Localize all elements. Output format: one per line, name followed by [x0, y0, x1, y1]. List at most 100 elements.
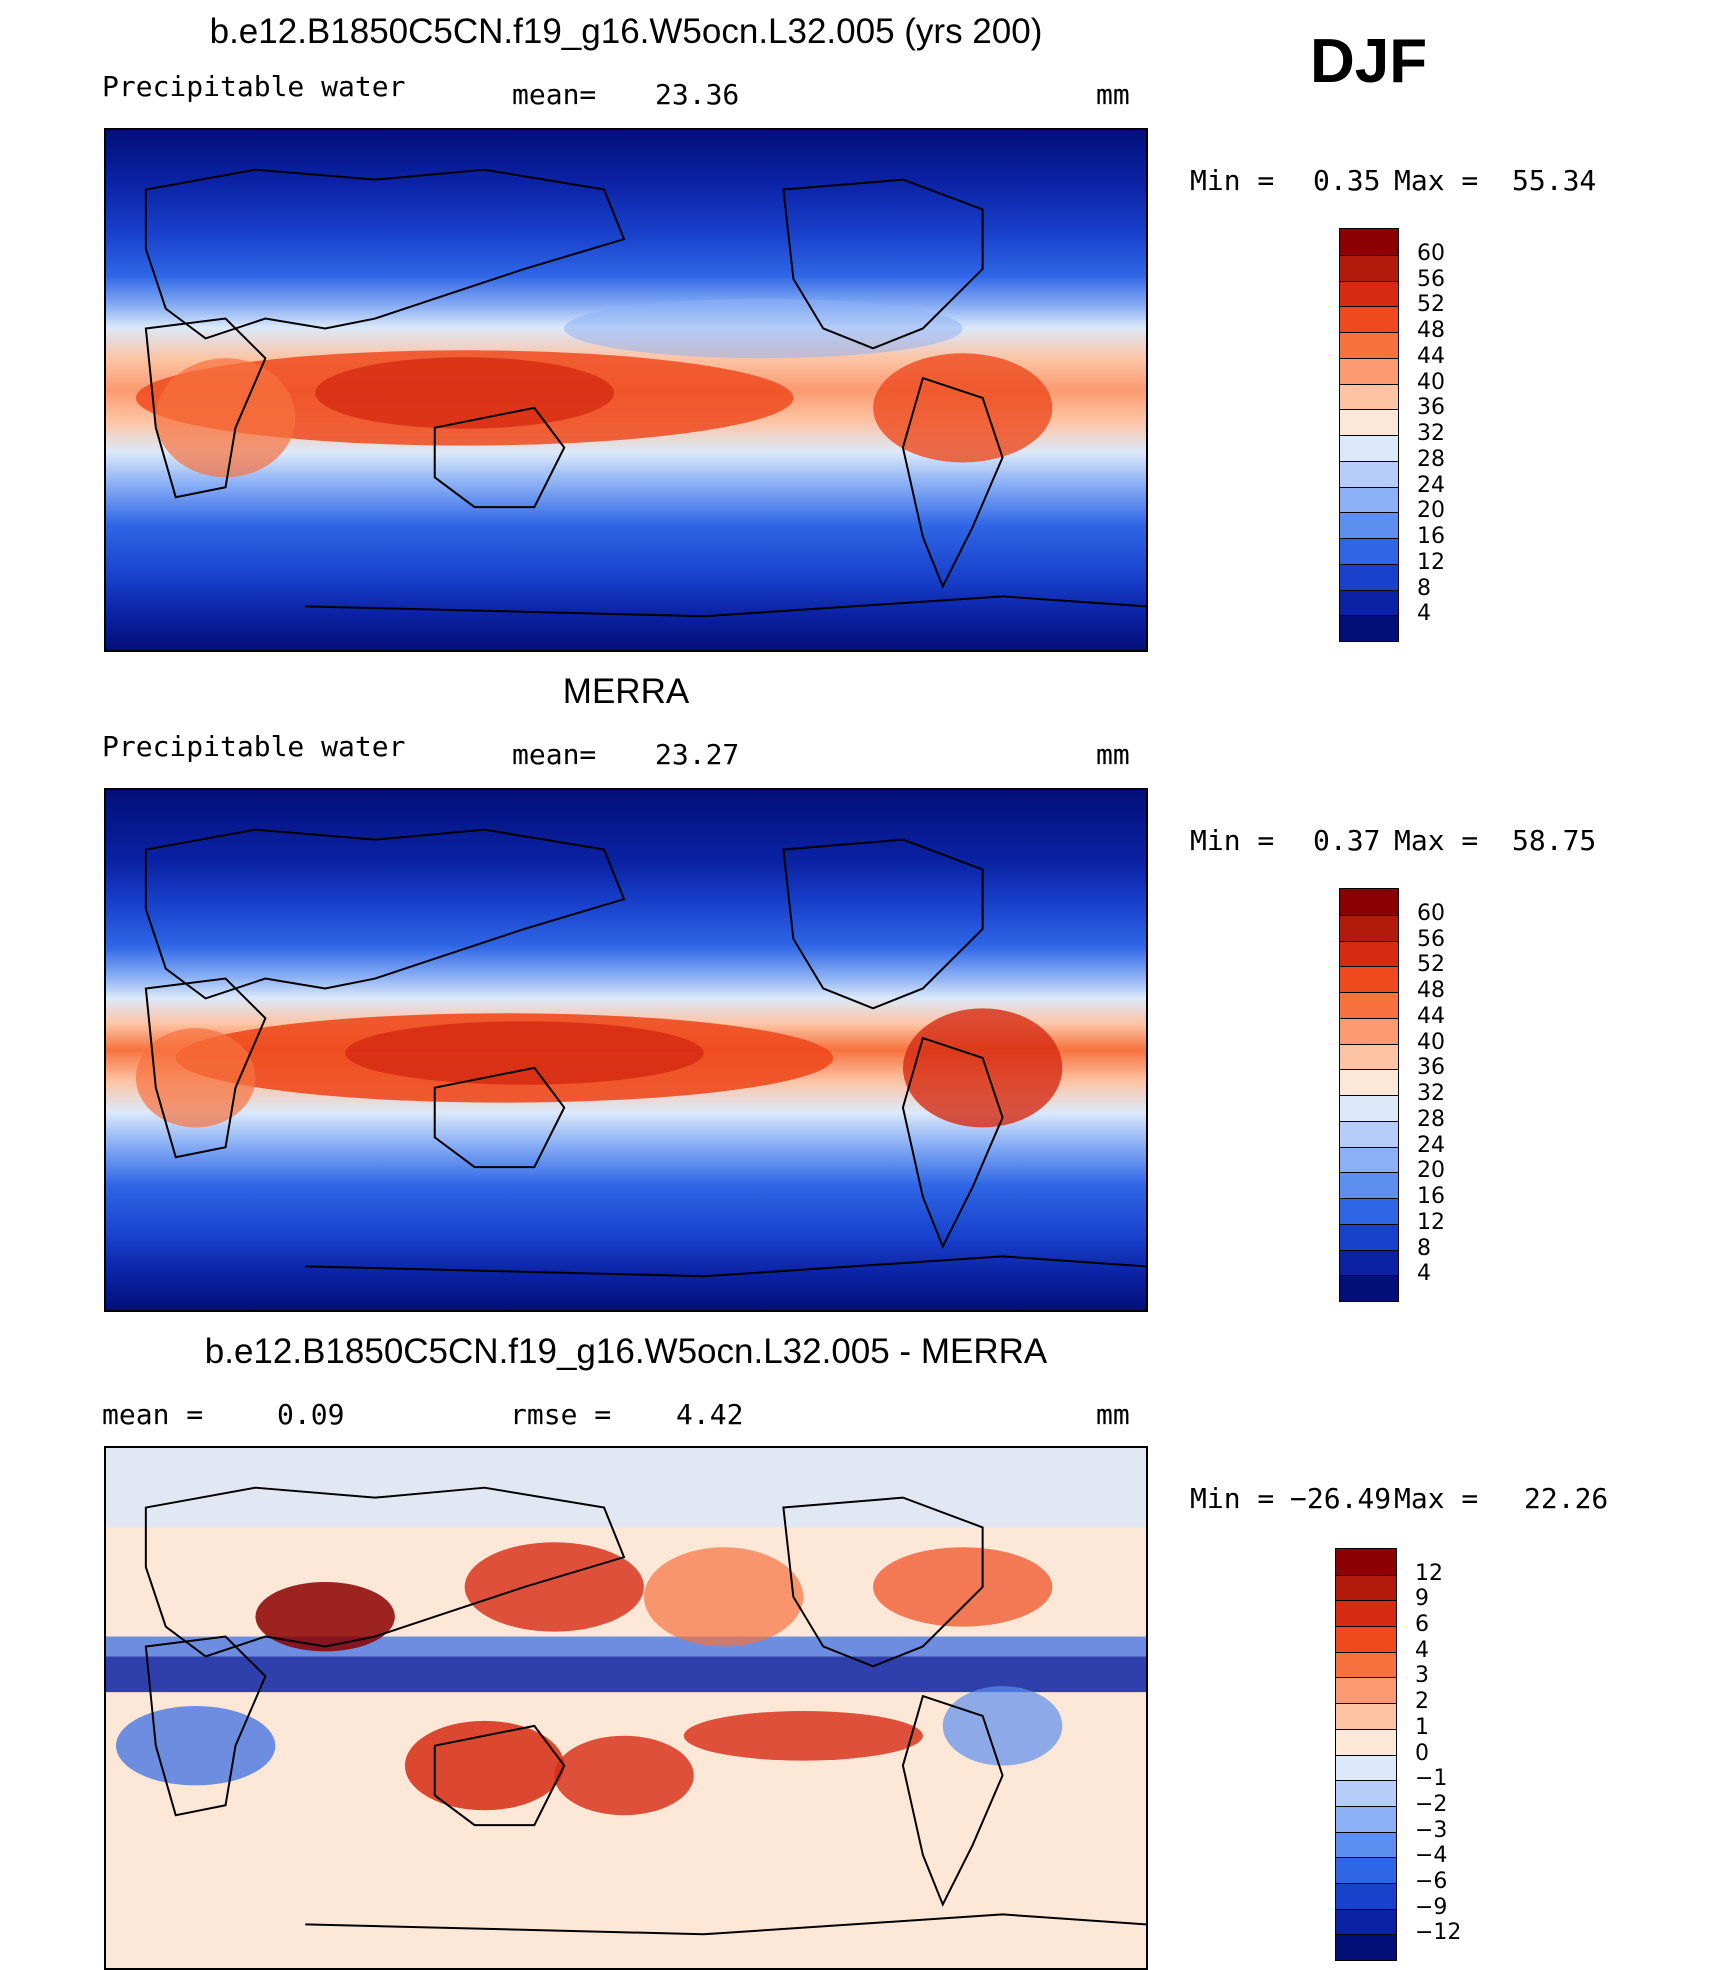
colorbar-swatch	[1340, 1249, 1398, 1276]
colorbar-swatch	[1336, 1831, 1396, 1858]
colorbar-swatch	[1336, 1728, 1396, 1755]
panel-model-colorbar	[1339, 228, 1399, 642]
panel-obs-mean-value: 23.27	[655, 738, 740, 771]
panel-model-mean-label: mean=	[512, 78, 597, 111]
colorbar-swatch	[1340, 992, 1398, 1018]
colorbar-swatch	[1340, 1017, 1398, 1044]
colorbar-swatch	[1336, 1703, 1396, 1729]
colorbar-tick-label: 24	[1417, 472, 1445, 498]
colorbar-swatch	[1340, 538, 1398, 564]
panel-obs-max-value: 58.75	[1512, 824, 1597, 857]
colorbar-tick-label: 4	[1415, 1637, 1429, 1663]
panel-diff-max-value: 22.26	[1524, 1482, 1609, 1515]
colorbar-tick-label: −1	[1415, 1766, 1448, 1792]
colorbar-tick-label: 8	[1417, 1235, 1431, 1261]
panel-model-max-label: Max =	[1394, 164, 1479, 197]
colorbar-tick-label: 56	[1417, 266, 1445, 292]
season-label: DJF	[1310, 27, 1428, 96]
panel-model-min-value: 0.35	[1313, 164, 1381, 197]
colorbar-swatch	[1340, 486, 1398, 513]
panel-diff-unit: mm	[1096, 1398, 1130, 1431]
panel-obs-variable-label: Precipitable water	[102, 730, 406, 763]
colorbar-swatch	[1336, 1651, 1396, 1678]
colorbar-tick-label: 3	[1415, 1663, 1429, 1689]
colorbar-swatch	[1336, 1754, 1396, 1781]
colorbar-swatch	[1336, 1626, 1396, 1652]
colorbar-swatch	[1340, 435, 1398, 461]
panel-obs-map	[104, 788, 1148, 1312]
colorbar-swatch	[1336, 1805, 1396, 1832]
colorbar-tick-label: 56	[1417, 926, 1445, 952]
colorbar-swatch	[1340, 615, 1398, 641]
panel-diff-rmse-label: rmse =	[510, 1398, 612, 1431]
colorbar-swatch	[1340, 460, 1398, 487]
colorbar-tick-label: 60	[1417, 240, 1445, 266]
colorbar-tick-label: 28	[1417, 446, 1445, 472]
colorbar-tick-label: 12	[1417, 1209, 1445, 1235]
colorbar-tick-label: 9	[1415, 1586, 1429, 1612]
colorbar-swatch	[1340, 589, 1398, 616]
panel-diff-map	[104, 1446, 1148, 1970]
colorbar-swatch	[1340, 280, 1398, 307]
colorbar-swatch	[1340, 409, 1398, 435]
colorbar-swatch	[1340, 889, 1398, 915]
panel-model-map	[104, 128, 1148, 652]
colorbar-swatch	[1336, 1934, 1396, 1960]
colorbar-swatch	[1336, 1574, 1396, 1601]
colorbar-swatch	[1336, 1780, 1396, 1806]
colorbar-swatch	[1336, 1677, 1396, 1704]
colorbar-tick-label: 1	[1415, 1714, 1429, 1740]
colorbar-tick-label: 12	[1417, 549, 1445, 575]
colorbar-tick-label: 40	[1417, 369, 1445, 395]
panel-diff-max-label: Max =	[1394, 1482, 1479, 1515]
colorbar-swatch	[1336, 1600, 1396, 1627]
colorbar-tick-label: −12	[1415, 1920, 1462, 1946]
colorbar-swatch	[1340, 1120, 1398, 1147]
colorbar-tick-label: −3	[1415, 1817, 1448, 1843]
colorbar-tick-label: 40	[1417, 1029, 1445, 1055]
colorbar-swatch	[1340, 940, 1398, 967]
panel-model-min-label: Min =	[1190, 164, 1275, 197]
panel-diff-min-value: −26.49	[1290, 1482, 1392, 1515]
colorbar-swatch	[1340, 512, 1398, 538]
colorbar-tick-label: 12	[1415, 1560, 1443, 1586]
colorbar-tick-label: 20	[1417, 498, 1445, 524]
colorbar-tick-label: 52	[1417, 292, 1445, 318]
colorbar-tick-label: −4	[1415, 1843, 1448, 1869]
colorbar-tick-label: 32	[1417, 421, 1445, 446]
colorbar-swatch	[1340, 563, 1398, 590]
colorbar-tick-label: 60	[1417, 900, 1445, 926]
colorbar-swatch	[1340, 914, 1398, 941]
colorbar-tick-label: 44	[1417, 343, 1445, 369]
panel-diff-title: b.e12.B1850C5CN.f19_g16.W5ocn.L32.005 - …	[204, 1332, 1048, 1371]
colorbar-tick-label: 36	[1417, 395, 1445, 421]
colorbar-swatch	[1340, 1198, 1398, 1224]
panel-model-variable-label: Precipitable water	[102, 70, 406, 103]
panel-diff-mean-value: 0.09	[277, 1398, 345, 1431]
colorbar-swatch	[1336, 1908, 1396, 1935]
colorbar-tick-label: 8	[1417, 575, 1431, 601]
panel-obs-mean-label: mean=	[512, 738, 597, 771]
panel-diff-map-svg	[106, 1448, 1146, 1968]
colorbar-swatch	[1336, 1882, 1396, 1909]
panel-diff-rmse-value: 4.42	[676, 1398, 744, 1431]
colorbar-swatch	[1340, 1069, 1398, 1095]
colorbar-tick-label: 28	[1417, 1106, 1445, 1132]
colorbar-swatch	[1340, 332, 1398, 358]
colorbar-tick-label: 4	[1417, 601, 1431, 627]
colorbar-tick-label: −6	[1415, 1868, 1448, 1894]
colorbar-tick-label: 20	[1417, 1158, 1445, 1184]
colorbar-swatch	[1340, 1095, 1398, 1121]
panel-diff-mean-label: mean =	[102, 1398, 204, 1431]
colorbar-tick-label: −2	[1415, 1791, 1448, 1817]
panel-obs-map-svg	[106, 790, 1146, 1310]
panel-model-mean-value: 23.36	[655, 78, 740, 111]
colorbar-tick-label: 6	[1415, 1612, 1429, 1638]
colorbar-tick-label: 16	[1417, 524, 1445, 549]
panel-diff-min-label: Min =	[1190, 1482, 1275, 1515]
colorbar-swatch	[1340, 966, 1398, 992]
colorbar-tick-label: 24	[1417, 1132, 1445, 1158]
panel-model-max-value: 55.34	[1512, 164, 1597, 197]
colorbar-swatch	[1340, 1275, 1398, 1301]
panel-obs-title: MERRA	[562, 672, 690, 711]
